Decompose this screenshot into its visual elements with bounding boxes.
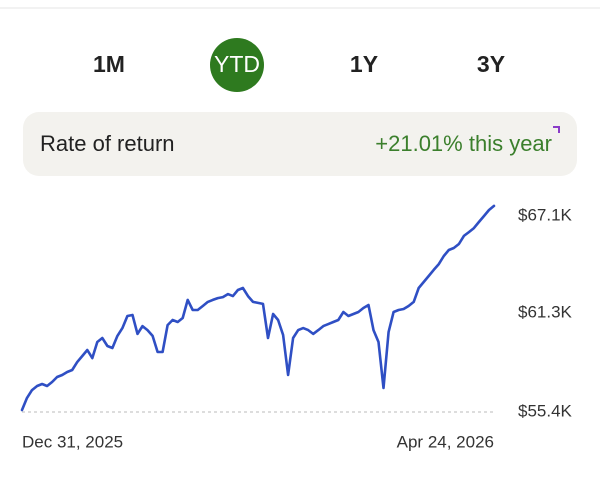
return-card xyxy=(23,112,577,176)
chart: $55.4K $61.3K $67.1K Dec 31, 2025 Apr 24, 20… xyxy=(20,204,573,451)
corner-icon[interactable] xyxy=(553,126,560,133)
y-tick-label: $61.3K xyxy=(518,303,573,322)
range-tab[interactable]: 1Y xyxy=(350,51,378,77)
y-tick-label: $67.1K xyxy=(518,205,573,224)
range-tabs: 1M YTD 1Y 3Y xyxy=(93,38,505,92)
return-value: +21.01% this year xyxy=(375,131,552,156)
y-tick-label: $55.4K xyxy=(518,401,573,420)
x-tick-label: Apr 24, 2026 xyxy=(397,432,494,451)
range-tab[interactable]: 1M xyxy=(93,51,125,77)
tab-selected-bg[interactable] xyxy=(210,38,264,92)
x-tick-label: Dec 31, 2025 xyxy=(22,432,123,451)
return-label: Rate of return xyxy=(40,131,175,156)
range-tab[interactable]: YTD xyxy=(214,51,260,77)
range-tab[interactable]: 3Y xyxy=(477,51,505,77)
price-line xyxy=(20,204,496,412)
